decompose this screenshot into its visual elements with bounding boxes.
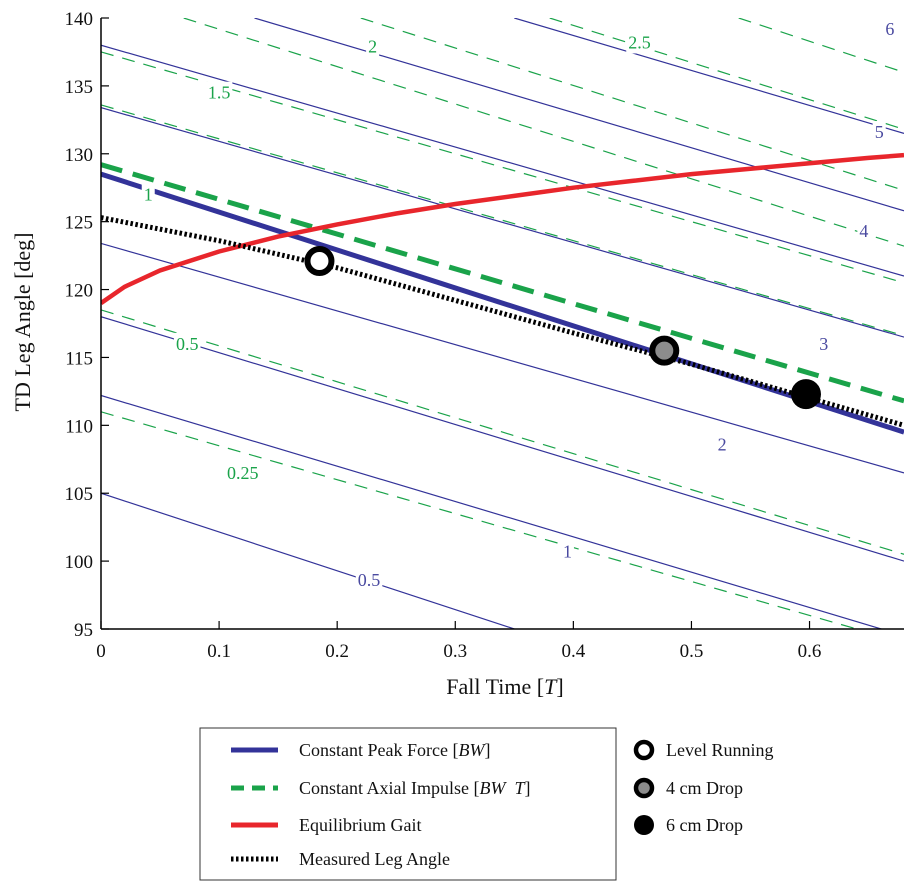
peak-force-label-5: 5: [875, 122, 884, 142]
impulse-label-0-bg: [224, 461, 261, 484]
impulse-contour-3: [101, 51, 904, 284]
peak-force-contour-3: [101, 242, 904, 474]
peak-force-label-4-bg: [857, 220, 871, 243]
tick-layer: 0 0.1 0.2 0.3 0.4 0.5 0.6 95 100 105 110 115 120 125 1…: [65, 9, 822, 662]
impulse-label-2-bg: [141, 183, 155, 206]
impulse-label-1: 0.5: [176, 334, 199, 354]
impulse-contour-1: [101, 309, 904, 555]
x-tick-label-3: 0.3: [443, 641, 467, 662]
impulse-contour-6: [549, 18, 904, 130]
legend-peak-force-label: Constant Peak Force [BW]: [299, 740, 490, 760]
y-tick-label-8: 135: [65, 77, 94, 98]
impulse-label-3: 1.5: [208, 83, 231, 103]
y-tick-label-6: 125: [65, 213, 94, 234]
impulse-label-4: 2: [368, 37, 377, 57]
series-layer: [101, 152, 904, 435]
y-tick-label-7: 130: [65, 145, 94, 166]
series-line-3: [101, 215, 904, 428]
y-tick-label-9: 140: [65, 9, 94, 30]
contour-label-layer: 0.5 1 2 3 4 5 6 0.25 0.5 1 1.5 2 2.5: [141, 17, 897, 592]
peak-force-label-6: 6: [885, 19, 894, 39]
impulse-contour-0: [101, 411, 859, 629]
impulse-contour-7: [738, 18, 904, 73]
marker-layer: [304, 246, 821, 410]
x-tick-label-2: 0.2: [325, 641, 349, 662]
peak-force-label-0: 0.5: [358, 570, 381, 590]
peak-force-label-3: 3: [819, 334, 828, 354]
peak-force-contour-1: [101, 394, 884, 629]
peak-force-contour-4: [101, 107, 904, 338]
peak-force-label-3-bg: [817, 332, 831, 355]
series-line-1: [101, 162, 904, 404]
legend: Constant Peak Force [BW] Constant Axial …: [199, 727, 773, 881]
peak-force-contour-5: [101, 44, 904, 277]
impulse-label-0: 0.25: [227, 463, 259, 483]
legend-drop6-label: 6 cm Drop: [666, 815, 743, 835]
peak-force-contour-2: [101, 316, 904, 562]
y-tick-label-1: 100: [65, 552, 94, 573]
peak-force-label-6-bg: [883, 17, 897, 40]
legend-impulse-label: Constant Axial Impulse [BW T]: [299, 778, 530, 798]
peak-force-label-1: 1: [563, 542, 572, 562]
impulse-label-4-bg: [366, 35, 380, 58]
impulse-label-1-bg: [173, 332, 201, 355]
peak-force-label-4: 4: [859, 221, 868, 241]
legend-level-marker: [633, 739, 655, 761]
x-tick-label-6: 0.6: [798, 641, 822, 662]
impulse-label-3-bg: [205, 81, 233, 104]
impulse-contour-2: [101, 104, 904, 337]
y-tick-label-2: 105: [65, 484, 94, 505]
peak-force-contour-7: [514, 18, 904, 134]
y-tick-label-4: 115: [65, 348, 93, 369]
peak-force-label-0-bg: [355, 569, 383, 592]
marker-2: [790, 379, 821, 410]
impulse-label-5-bg: [626, 31, 653, 54]
x-tick-label-0: 0: [96, 641, 106, 662]
x-tick-label-4: 0.4: [561, 641, 585, 662]
y-tick-label-0: 95: [74, 620, 93, 641]
legend-equilibrium-label: Equilibrium Gait: [299, 815, 421, 835]
peak-force-contour-6: [254, 18, 904, 212]
legend-level-label: Level Running: [666, 740, 773, 760]
marker-0: [304, 246, 335, 277]
peak-force-label-1-bg: [560, 540, 574, 563]
impulse-label-5: 2.5: [628, 32, 651, 52]
x-axis-title: Fall Time [T]: [446, 674, 563, 699]
marker-1: [649, 335, 680, 366]
peak-force-contour-0: [101, 492, 515, 629]
y-tick-label-3: 110: [65, 416, 93, 437]
x-tick-label-5: 0.5: [680, 641, 704, 662]
peak-force-label-2: 2: [718, 434, 727, 454]
legend-drop4-label: 4 cm Drop: [666, 778, 743, 798]
legend-measured-label: Measured Leg Angle: [299, 849, 450, 869]
impulse-label-2: 1: [144, 185, 153, 205]
y-axis-title: TD Leg Angle [deg]: [10, 233, 35, 412]
legend-box: [199, 727, 617, 881]
peak-force-label-5-bg: [872, 121, 886, 144]
legend-drop4-marker: [633, 777, 655, 799]
impulse-contour-4: [183, 18, 904, 247]
series-line-2: [101, 152, 904, 305]
y-tick-label-5: 120: [65, 281, 94, 302]
contour-layer: [101, 18, 904, 629]
peak-force-label-2-bg: [715, 433, 729, 456]
legend-drop6-marker: [634, 815, 654, 835]
x-tick-label-1: 0.1: [207, 641, 231, 662]
